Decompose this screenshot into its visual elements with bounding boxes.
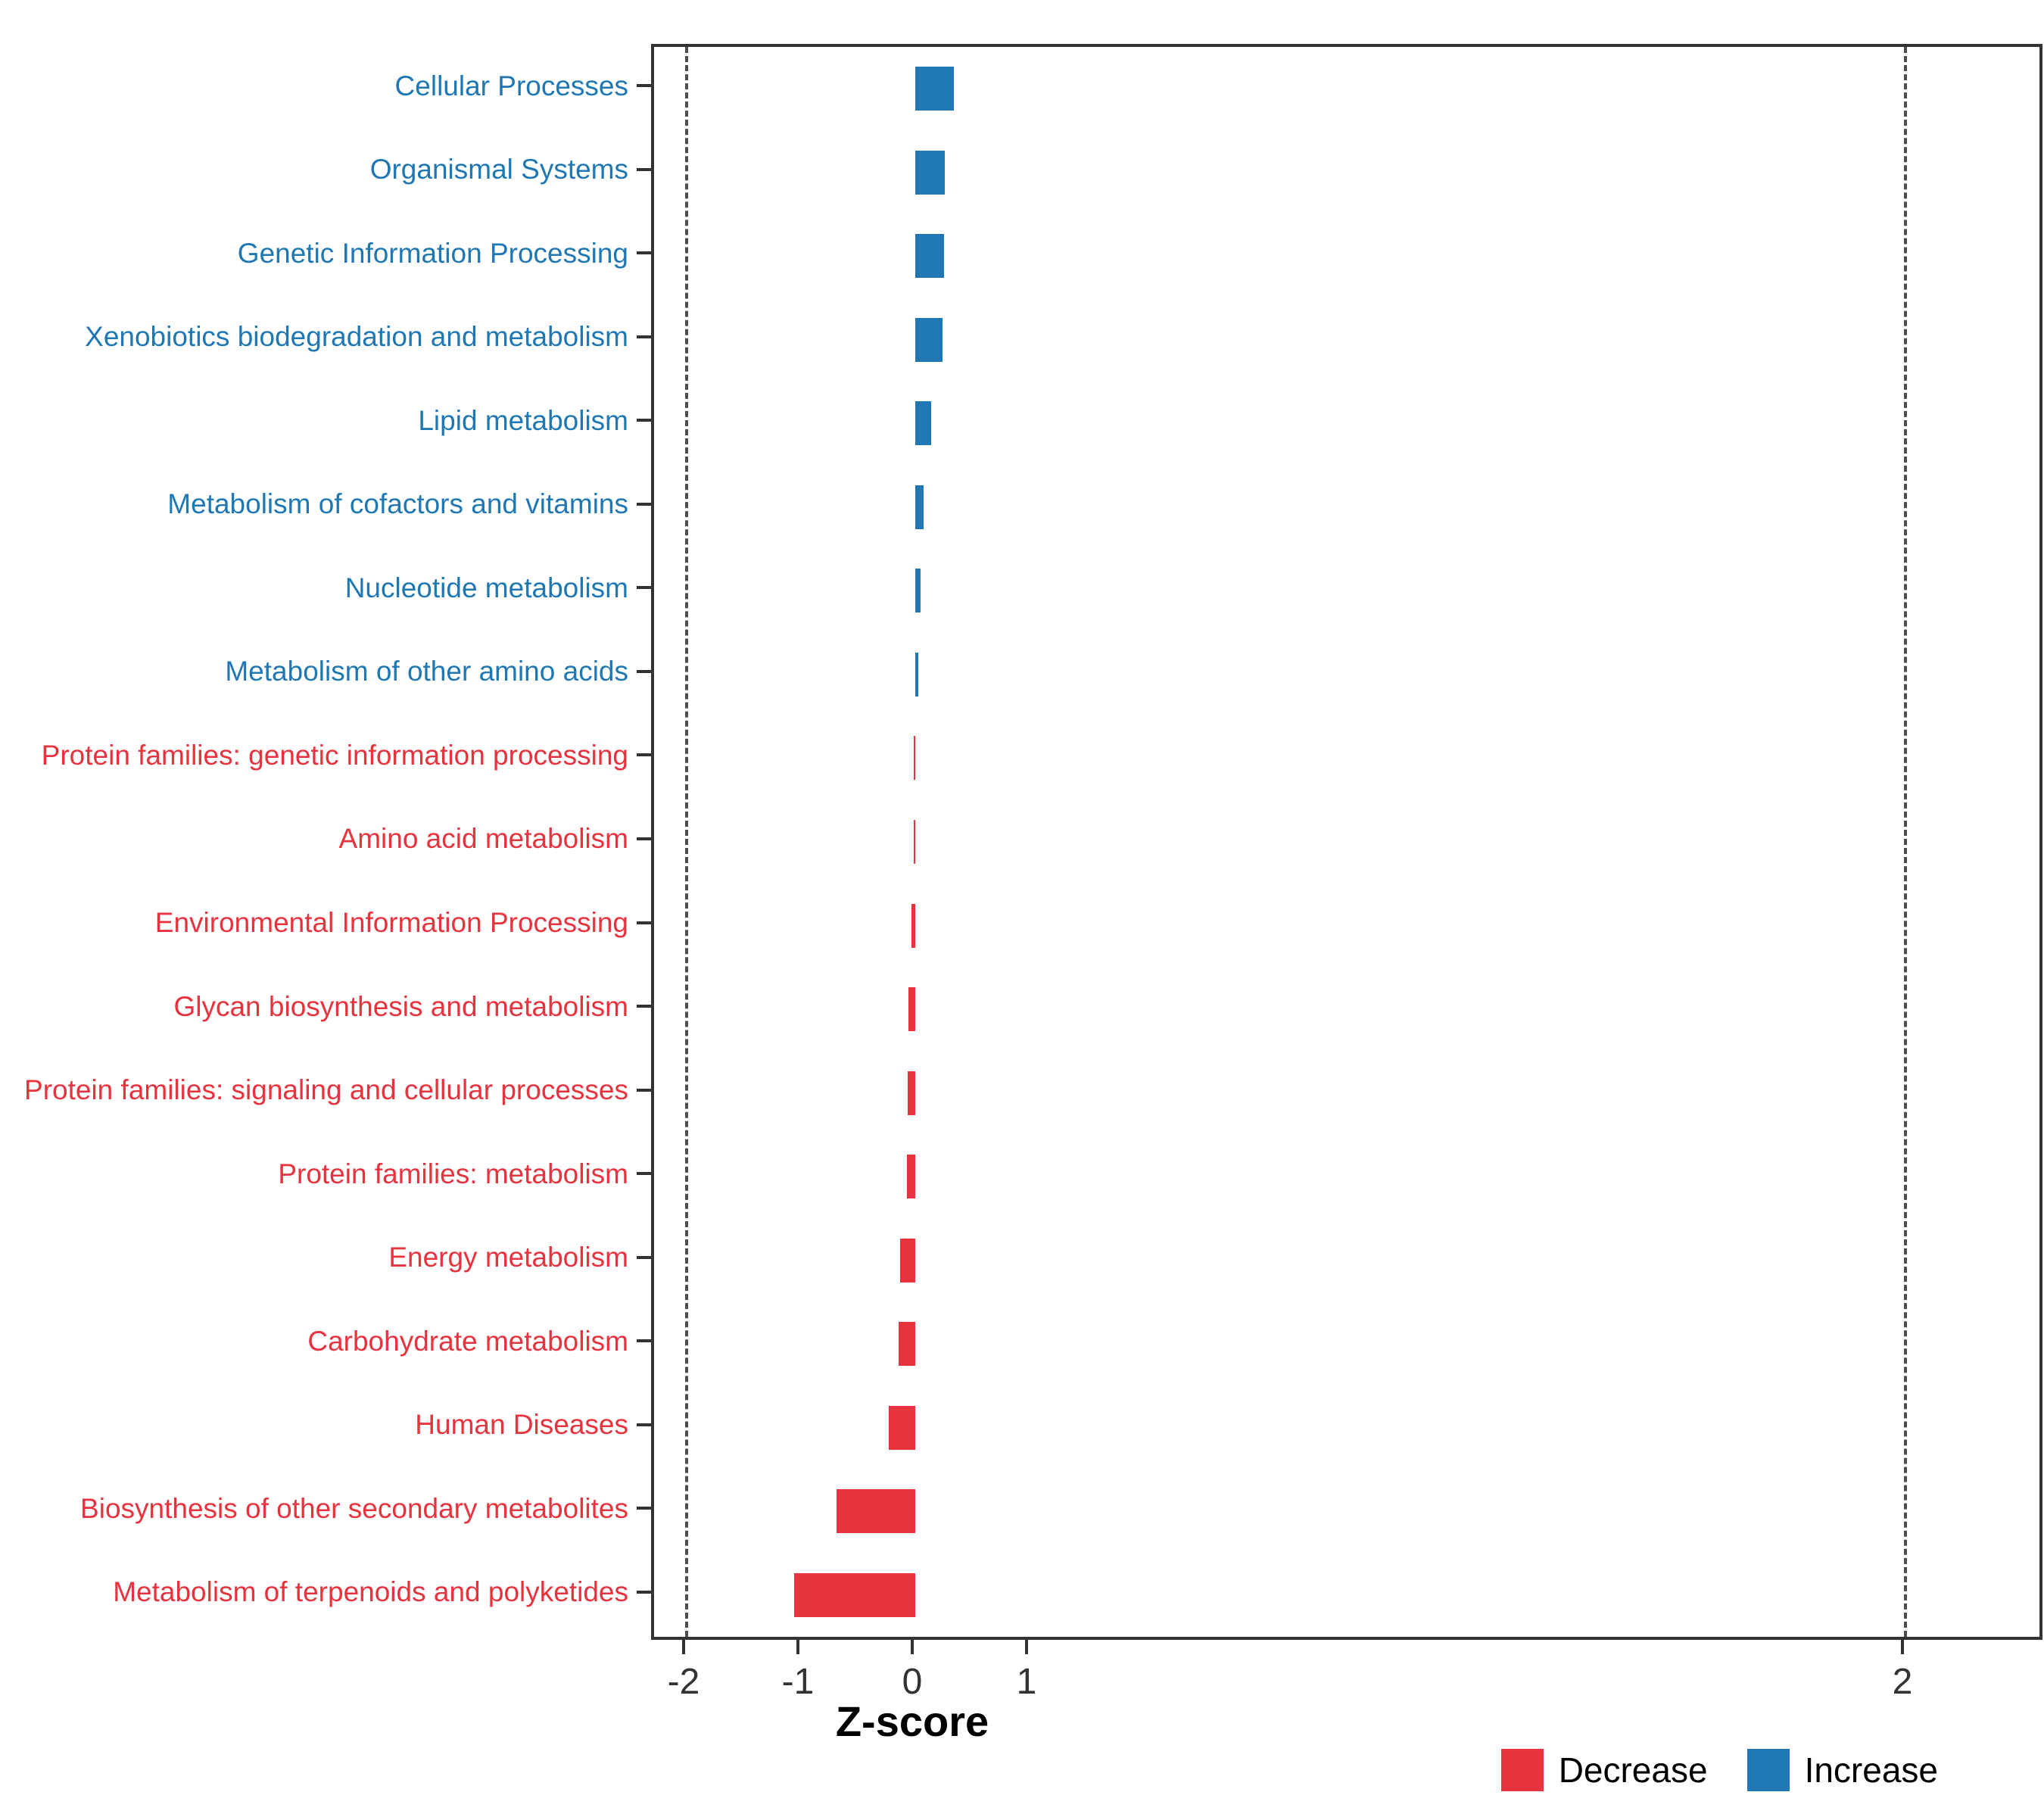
y-axis-tick [637,1172,651,1176]
category-label: Lipid metabolism [418,404,628,436]
x-axis-tick-label: 0 [902,1662,923,1702]
y-axis-tick [637,1255,651,1259]
bar [899,1322,915,1367]
category-label: Nucleotide metabolism [344,572,628,603]
bar [915,569,921,613]
category-label: Genetic Information Processing [237,237,628,269]
bar [907,1155,915,1199]
legend-item-decrease: Decrease [1500,1749,1708,1791]
legend-label-decrease: Decrease [1558,1750,1708,1790]
y-axis-tick [637,1339,651,1343]
y-axis-tick [637,167,651,171]
bar [908,987,915,1032]
y-axis-tick [637,753,651,757]
category-label: Energy metabolism [388,1242,628,1273]
category-label: Human Diseases [415,1409,628,1441]
bar [915,485,924,529]
decrease-swatch-icon [1500,1749,1544,1791]
category-label: Protein families: signaling and cellular… [24,1074,628,1106]
bar [793,1572,915,1617]
category-label: Biosynthesis of other secondary metaboli… [80,1492,628,1524]
category-label: Carbohydrate metabolism [307,1325,628,1357]
legend-item-increase: Increase [1746,1749,1938,1791]
y-axis-tick [637,335,651,338]
bar [915,150,946,195]
bar [915,652,918,697]
x-axis-tick-label: 2 [1892,1662,1913,1702]
x-axis-tick-label: 1 [1016,1662,1037,1702]
category-label: Metabolism of cofactors and vitamins [167,488,628,520]
y-axis-tick [637,419,651,422]
plot-panel [651,44,2042,1640]
category-label: Environmental Information Processing [154,907,628,938]
x-axis-tick [1025,1640,1028,1654]
bar [915,67,955,111]
legend: Decrease Increase [0,1749,2044,1791]
category-label: Protein families: metabolism [278,1158,628,1189]
y-axis-tick [637,1590,651,1594]
category-label: Cellular Processes [394,70,628,101]
x-axis-title: Z-score [835,1697,989,1745]
bar [908,1071,915,1115]
y-axis-tick [637,1423,651,1426]
y-axis-tick [637,669,651,673]
category-label: Metabolism of terpenoids and polyketides [113,1576,628,1608]
legend-label-increase: Increase [1804,1750,1938,1790]
bar [836,1489,915,1534]
bar [913,736,915,781]
y-axis-tick [637,837,651,840]
bar [900,1238,915,1282]
increase-swatch-icon [1746,1749,1790,1791]
y-axis-tick [637,1005,651,1008]
bar [889,1405,915,1450]
bar [913,820,915,864]
y-axis-tick [637,1088,651,1092]
bar [911,903,915,948]
category-label: Xenobiotics biodegradation and metabolis… [85,321,628,353]
x-axis-tick [911,1640,914,1654]
threshold-line [685,47,688,1637]
y-axis-tick [637,1507,651,1510]
category-label: Amino acid metabolism [338,823,628,855]
category-label: Organismal Systems [369,154,628,185]
x-axis-tick-label: -1 [781,1662,815,1702]
y-axis-tick [637,502,651,506]
bar [915,234,944,279]
y-axis-tick [637,921,651,924]
y-axis-tick [637,84,651,88]
x-axis-tick [682,1640,685,1654]
bar [915,317,943,362]
y-axis-tick [637,586,651,590]
x-axis-tick [796,1640,799,1654]
category-label: Glycan biosynthesis and metabolism [173,990,628,1022]
bar [915,401,932,446]
threshold-line [1904,47,1907,1637]
category-label: Metabolism of other amino acids [225,656,628,687]
x-axis-tick-label: -2 [667,1662,700,1702]
category-label: Protein families: genetic information pr… [41,739,628,771]
x-axis-tick [1901,1640,1904,1654]
y-axis-tick [637,251,651,255]
